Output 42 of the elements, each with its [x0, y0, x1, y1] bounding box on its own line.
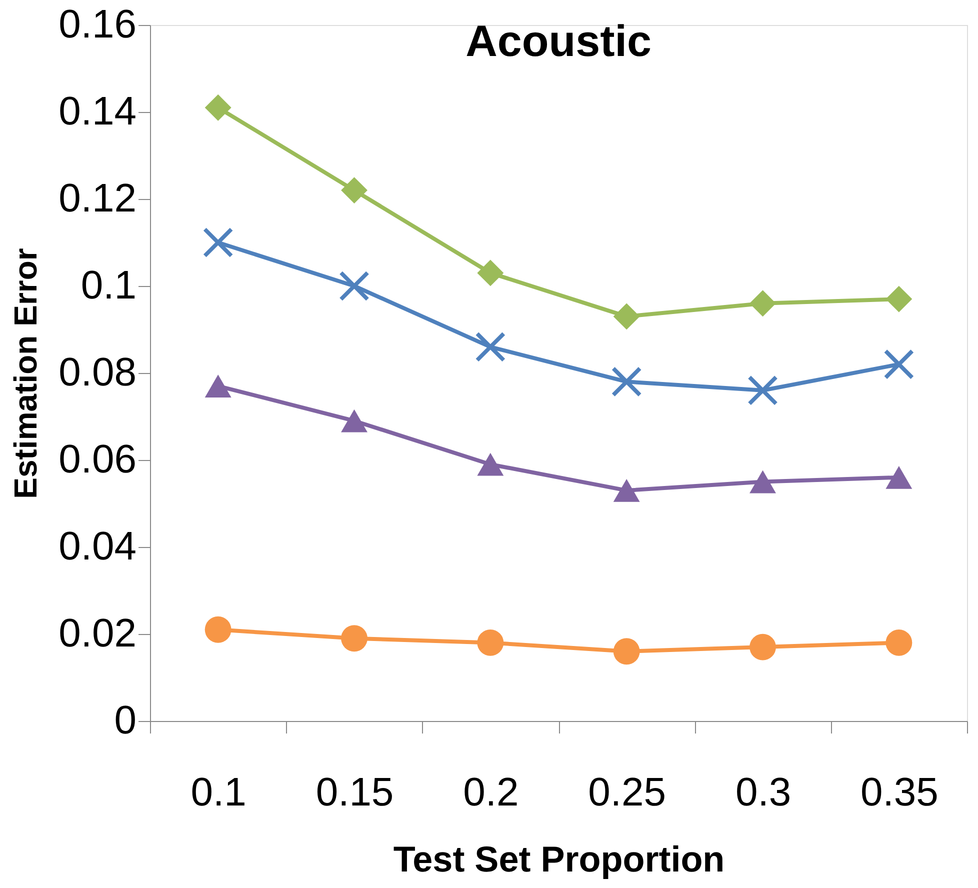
point	[341, 177, 368, 204]
point	[886, 466, 912, 489]
point	[613, 478, 640, 502]
y-axis-title: Estimation Error	[8, 248, 44, 499]
x-tick-label: 0.25	[588, 770, 666, 814]
point	[341, 625, 368, 652]
point	[477, 452, 504, 476]
point	[204, 94, 232, 121]
y-tick-label: 0.06	[58, 438, 136, 482]
point	[477, 260, 504, 286]
x-tick-label: 0.1	[190, 770, 246, 814]
x-tick-label: 0.15	[316, 770, 394, 814]
point	[884, 349, 914, 380]
point	[477, 629, 504, 656]
point	[339, 270, 370, 302]
x-tick-label: 0.3	[735, 770, 792, 814]
y-tick-label: 0.04	[58, 524, 136, 568]
point	[475, 332, 506, 362]
y-tick-label: 0.16	[58, 2, 136, 46]
point	[202, 227, 234, 258]
y-tick-label: 0.08	[58, 350, 136, 394]
x-tick-label: 0.35	[860, 770, 938, 814]
point	[613, 638, 640, 665]
x-tick-label: 0.2	[463, 770, 519, 814]
chart-title: Acoustic	[466, 17, 652, 66]
y-tick-label: 0	[114, 698, 136, 742]
point	[341, 409, 368, 432]
y-tick-label: 0.1	[80, 264, 136, 308]
point	[886, 629, 912, 656]
point	[750, 470, 776, 494]
point	[750, 634, 776, 660]
y-tick-label: 0.14	[58, 90, 136, 134]
point	[204, 616, 232, 643]
x-axis-title: Test Set Proportion	[393, 838, 725, 880]
y-tick-label: 0.12	[58, 176, 136, 220]
point	[750, 290, 776, 317]
point	[204, 374, 232, 398]
point	[886, 286, 912, 312]
point	[613, 303, 640, 330]
point	[611, 366, 642, 397]
y-tick-label: 0.02	[58, 612, 136, 656]
point	[748, 375, 778, 406]
